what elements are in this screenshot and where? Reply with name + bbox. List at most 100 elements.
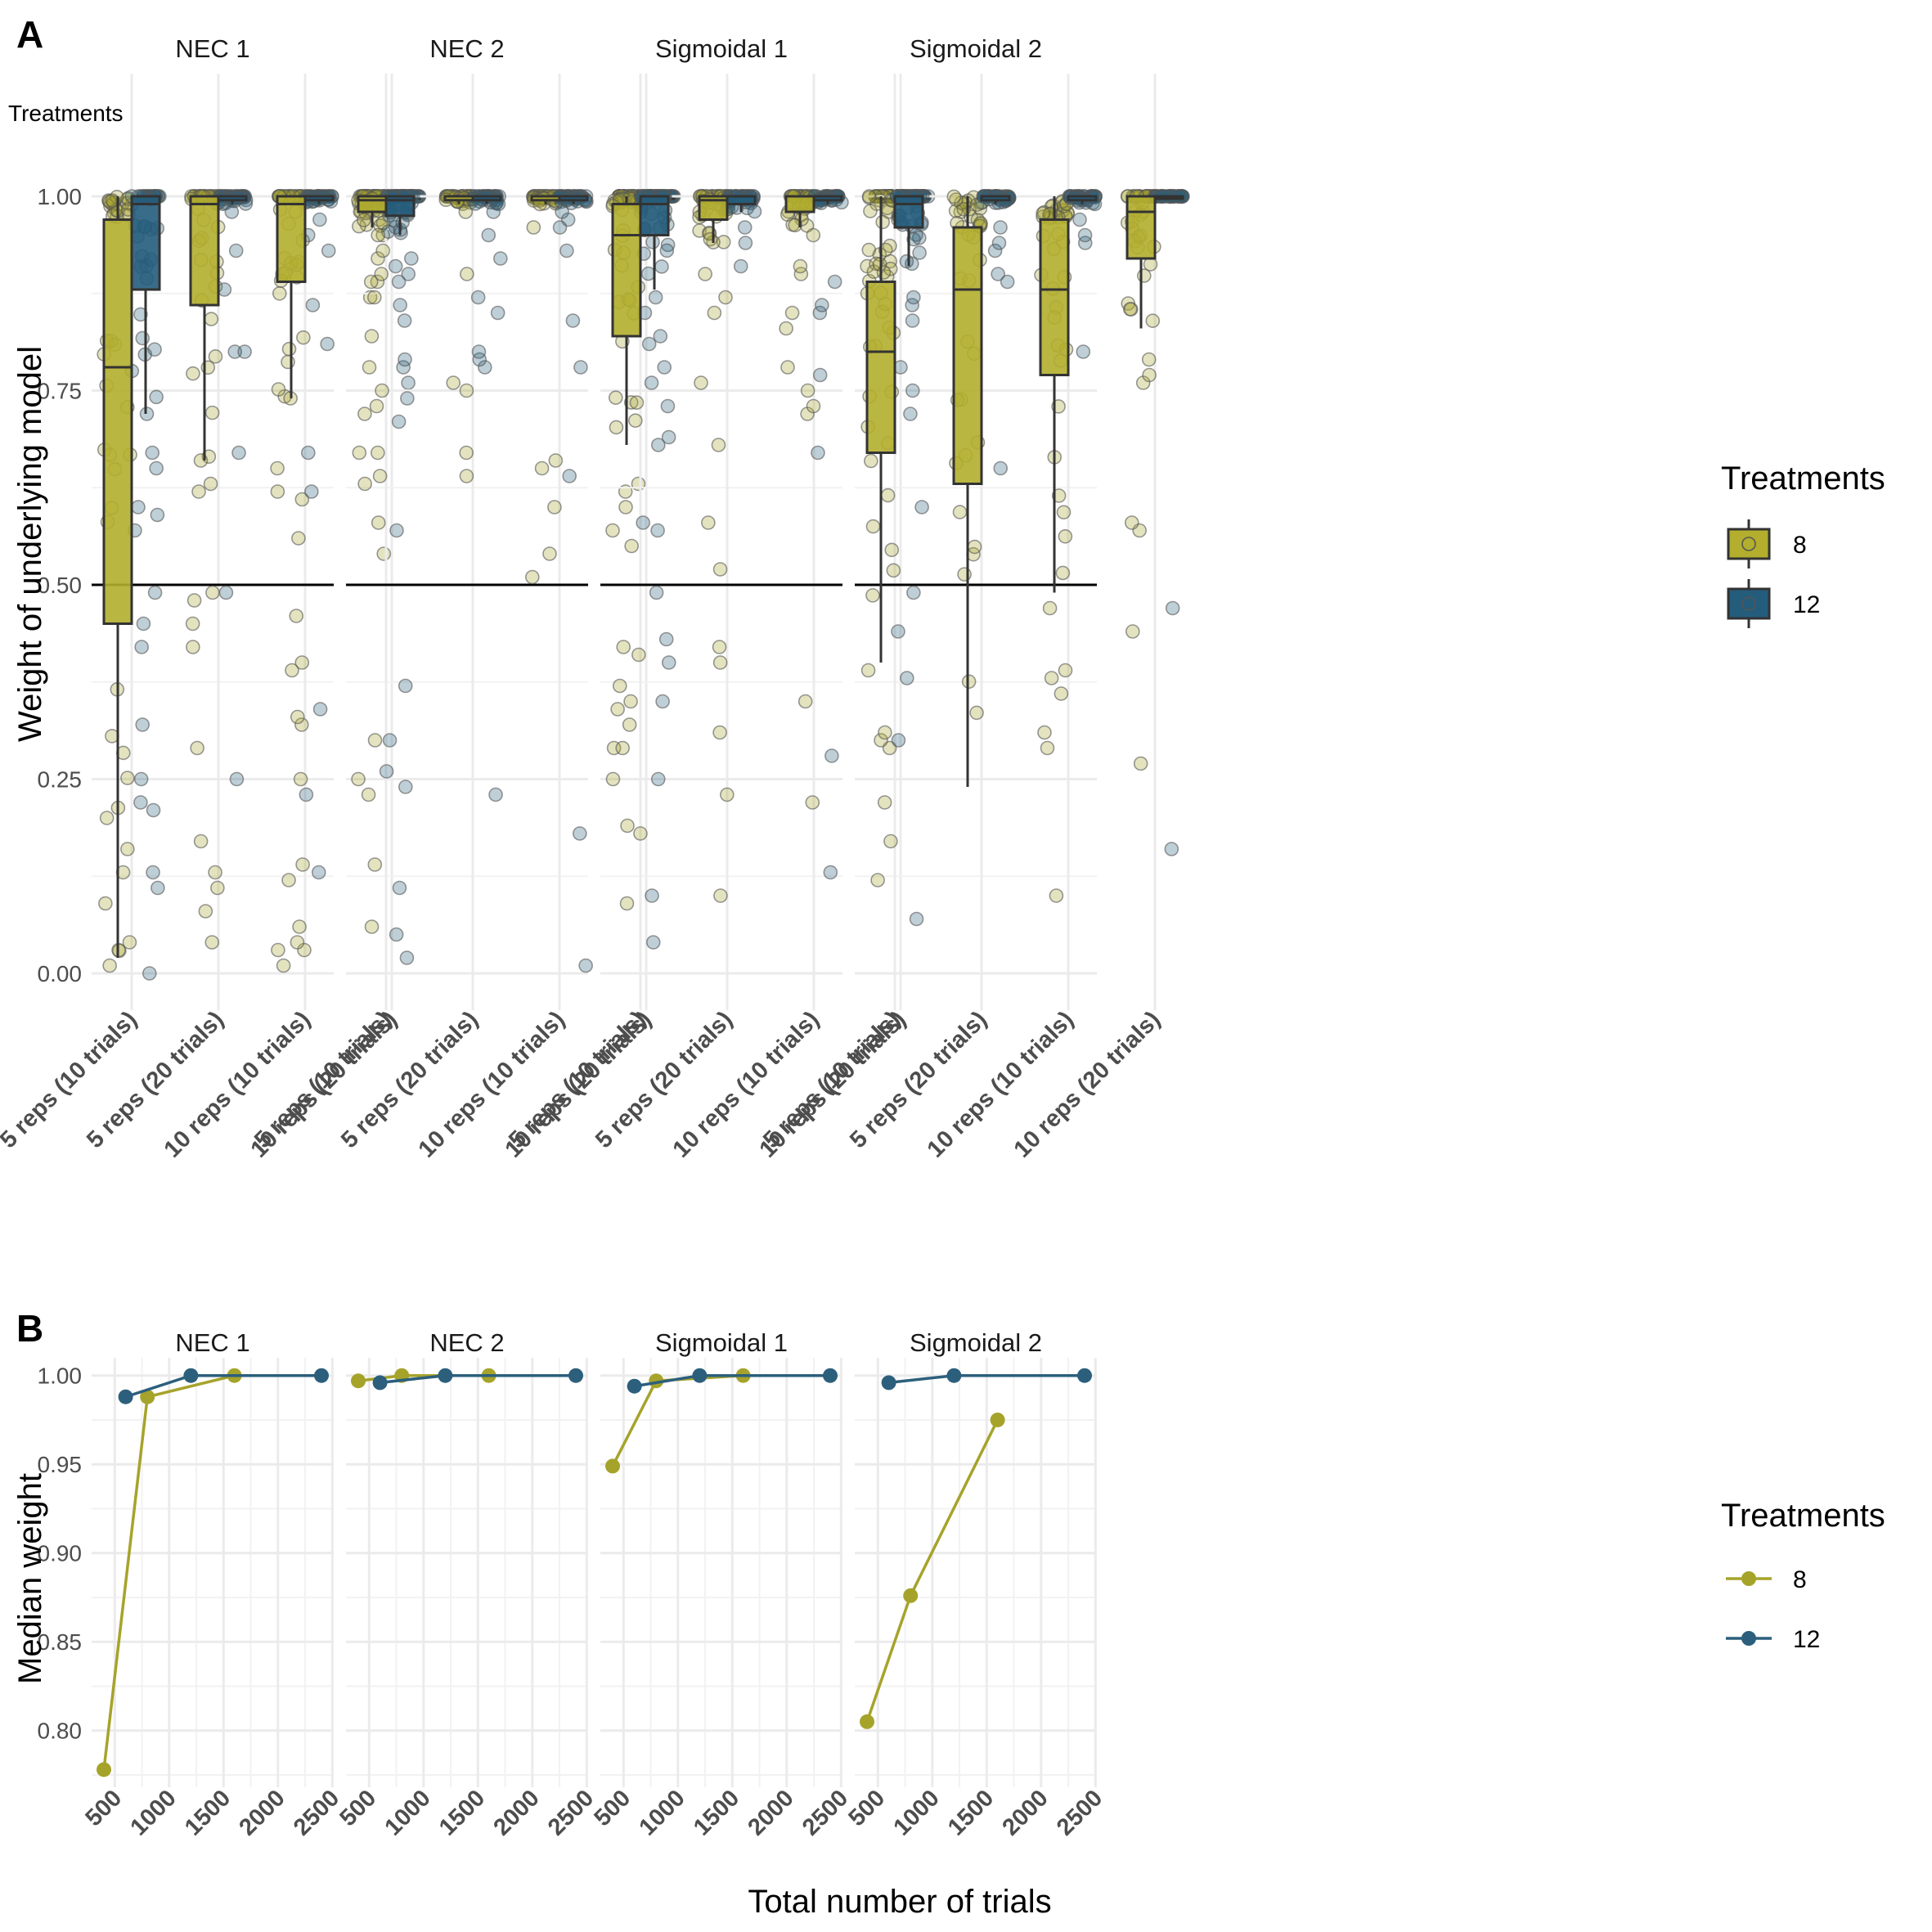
outlier-point — [367, 857, 383, 872]
outlier-point — [478, 360, 492, 375]
outlier-point — [737, 220, 753, 235]
jitter-point — [1058, 528, 1073, 544]
outlier-point — [460, 267, 474, 281]
outlier-point — [204, 935, 220, 950]
outlier-point — [720, 787, 735, 802]
jitter-point — [1036, 206, 1050, 221]
jitter-point — [878, 242, 893, 258]
y-axis-title: Weight of underlying model — [12, 346, 48, 742]
strip-label: NEC 2 — [429, 1328, 504, 1357]
legend-a: Treatments 8 12 — [1721, 461, 1885, 628]
series-point — [881, 1375, 896, 1391]
outlier-point — [374, 267, 389, 281]
outlier-point — [99, 811, 115, 825]
series-point — [823, 1368, 838, 1383]
jitter-point — [271, 382, 286, 397]
outlier-point — [707, 305, 722, 321]
outlier-point — [1054, 686, 1069, 701]
outlier-point — [1042, 600, 1058, 616]
jitter-point — [865, 519, 881, 534]
outlier-point — [290, 709, 305, 725]
jitter-point — [788, 218, 802, 233]
outlier-point — [526, 220, 541, 235]
outlier-point — [870, 873, 885, 887]
outlier-point — [624, 538, 639, 554]
legend-label: 12 — [1793, 1626, 1820, 1653]
outlier-point — [610, 702, 625, 717]
legend-key-box — [1727, 587, 1771, 620]
outlier-point — [1076, 344, 1091, 359]
outlier-point — [364, 329, 380, 344]
strip-label: NEC 1 — [175, 34, 249, 63]
y-tick-label: 1.00 — [38, 1364, 83, 1389]
outlier-point — [459, 445, 474, 461]
outlier-point — [573, 826, 587, 841]
jitter-point — [204, 312, 219, 326]
outlier-point — [459, 469, 474, 483]
legend-key-point — [1741, 1631, 1756, 1646]
box-iqr — [1039, 218, 1070, 376]
box-iqr — [130, 195, 161, 291]
outlier-point — [1049, 888, 1064, 903]
outlier-point — [641, 336, 657, 352]
outlier-point — [375, 243, 390, 258]
outlier-point — [122, 935, 137, 950]
outlier-point — [650, 771, 666, 787]
jitter-point — [886, 563, 901, 578]
outlier-point — [185, 616, 200, 631]
outlier-point — [393, 298, 407, 312]
y-tick-label: 0.50 — [38, 573, 83, 598]
outlier-point — [650, 438, 666, 452]
outlier-point — [389, 927, 404, 942]
strip-label: Sigmoidal 2 — [910, 34, 1042, 63]
outlier-point — [357, 476, 372, 492]
outlier-point — [270, 461, 285, 476]
jitter-point — [1145, 313, 1161, 329]
outlier-point — [471, 344, 487, 359]
outlier-point — [660, 398, 676, 414]
outlier-point — [612, 678, 627, 694]
outlier-point — [389, 523, 404, 538]
jitter-point — [1055, 565, 1071, 581]
outlier-point — [578, 958, 593, 973]
outlier-point — [1124, 515, 1139, 530]
outlier-point — [694, 375, 708, 390]
outlier-point — [1077, 227, 1093, 243]
outlier-point — [525, 569, 540, 585]
outlier-point — [145, 445, 160, 461]
outlier-point — [304, 484, 319, 499]
series-point — [1077, 1368, 1092, 1383]
jitter-point — [883, 238, 897, 254]
outlier-point — [605, 523, 620, 538]
outlier-point — [398, 678, 413, 694]
outlier-point — [891, 733, 906, 748]
outlier-point — [404, 251, 419, 266]
outlier-point — [738, 236, 753, 250]
outlier-point — [459, 383, 474, 398]
jitter-point — [969, 705, 984, 721]
outlier-point — [217, 282, 232, 297]
jitter-point — [204, 405, 220, 420]
box-iqr — [893, 195, 924, 229]
y-axis-title: Median weight — [12, 1473, 48, 1684]
outlier-point — [903, 407, 918, 421]
series-point — [97, 1762, 111, 1777]
box-iqr — [357, 195, 388, 213]
outlier-point — [618, 500, 633, 514]
outlier-point — [458, 204, 474, 219]
outlier-point — [891, 624, 905, 639]
outlier-point — [351, 771, 366, 787]
jitter-point — [608, 390, 623, 406]
outlier-point — [229, 771, 245, 787]
outlier-point — [293, 771, 308, 787]
outlier-point — [401, 375, 416, 390]
outlier-point — [1044, 671, 1059, 685]
outlier-point — [1125, 624, 1140, 639]
outlier-point — [136, 616, 151, 631]
outlier-point — [644, 375, 659, 390]
outlier-point — [371, 515, 386, 530]
outlier-point — [134, 640, 149, 654]
jitter-point — [861, 242, 877, 258]
outlier-point — [401, 267, 416, 281]
jitter-point — [659, 243, 675, 258]
